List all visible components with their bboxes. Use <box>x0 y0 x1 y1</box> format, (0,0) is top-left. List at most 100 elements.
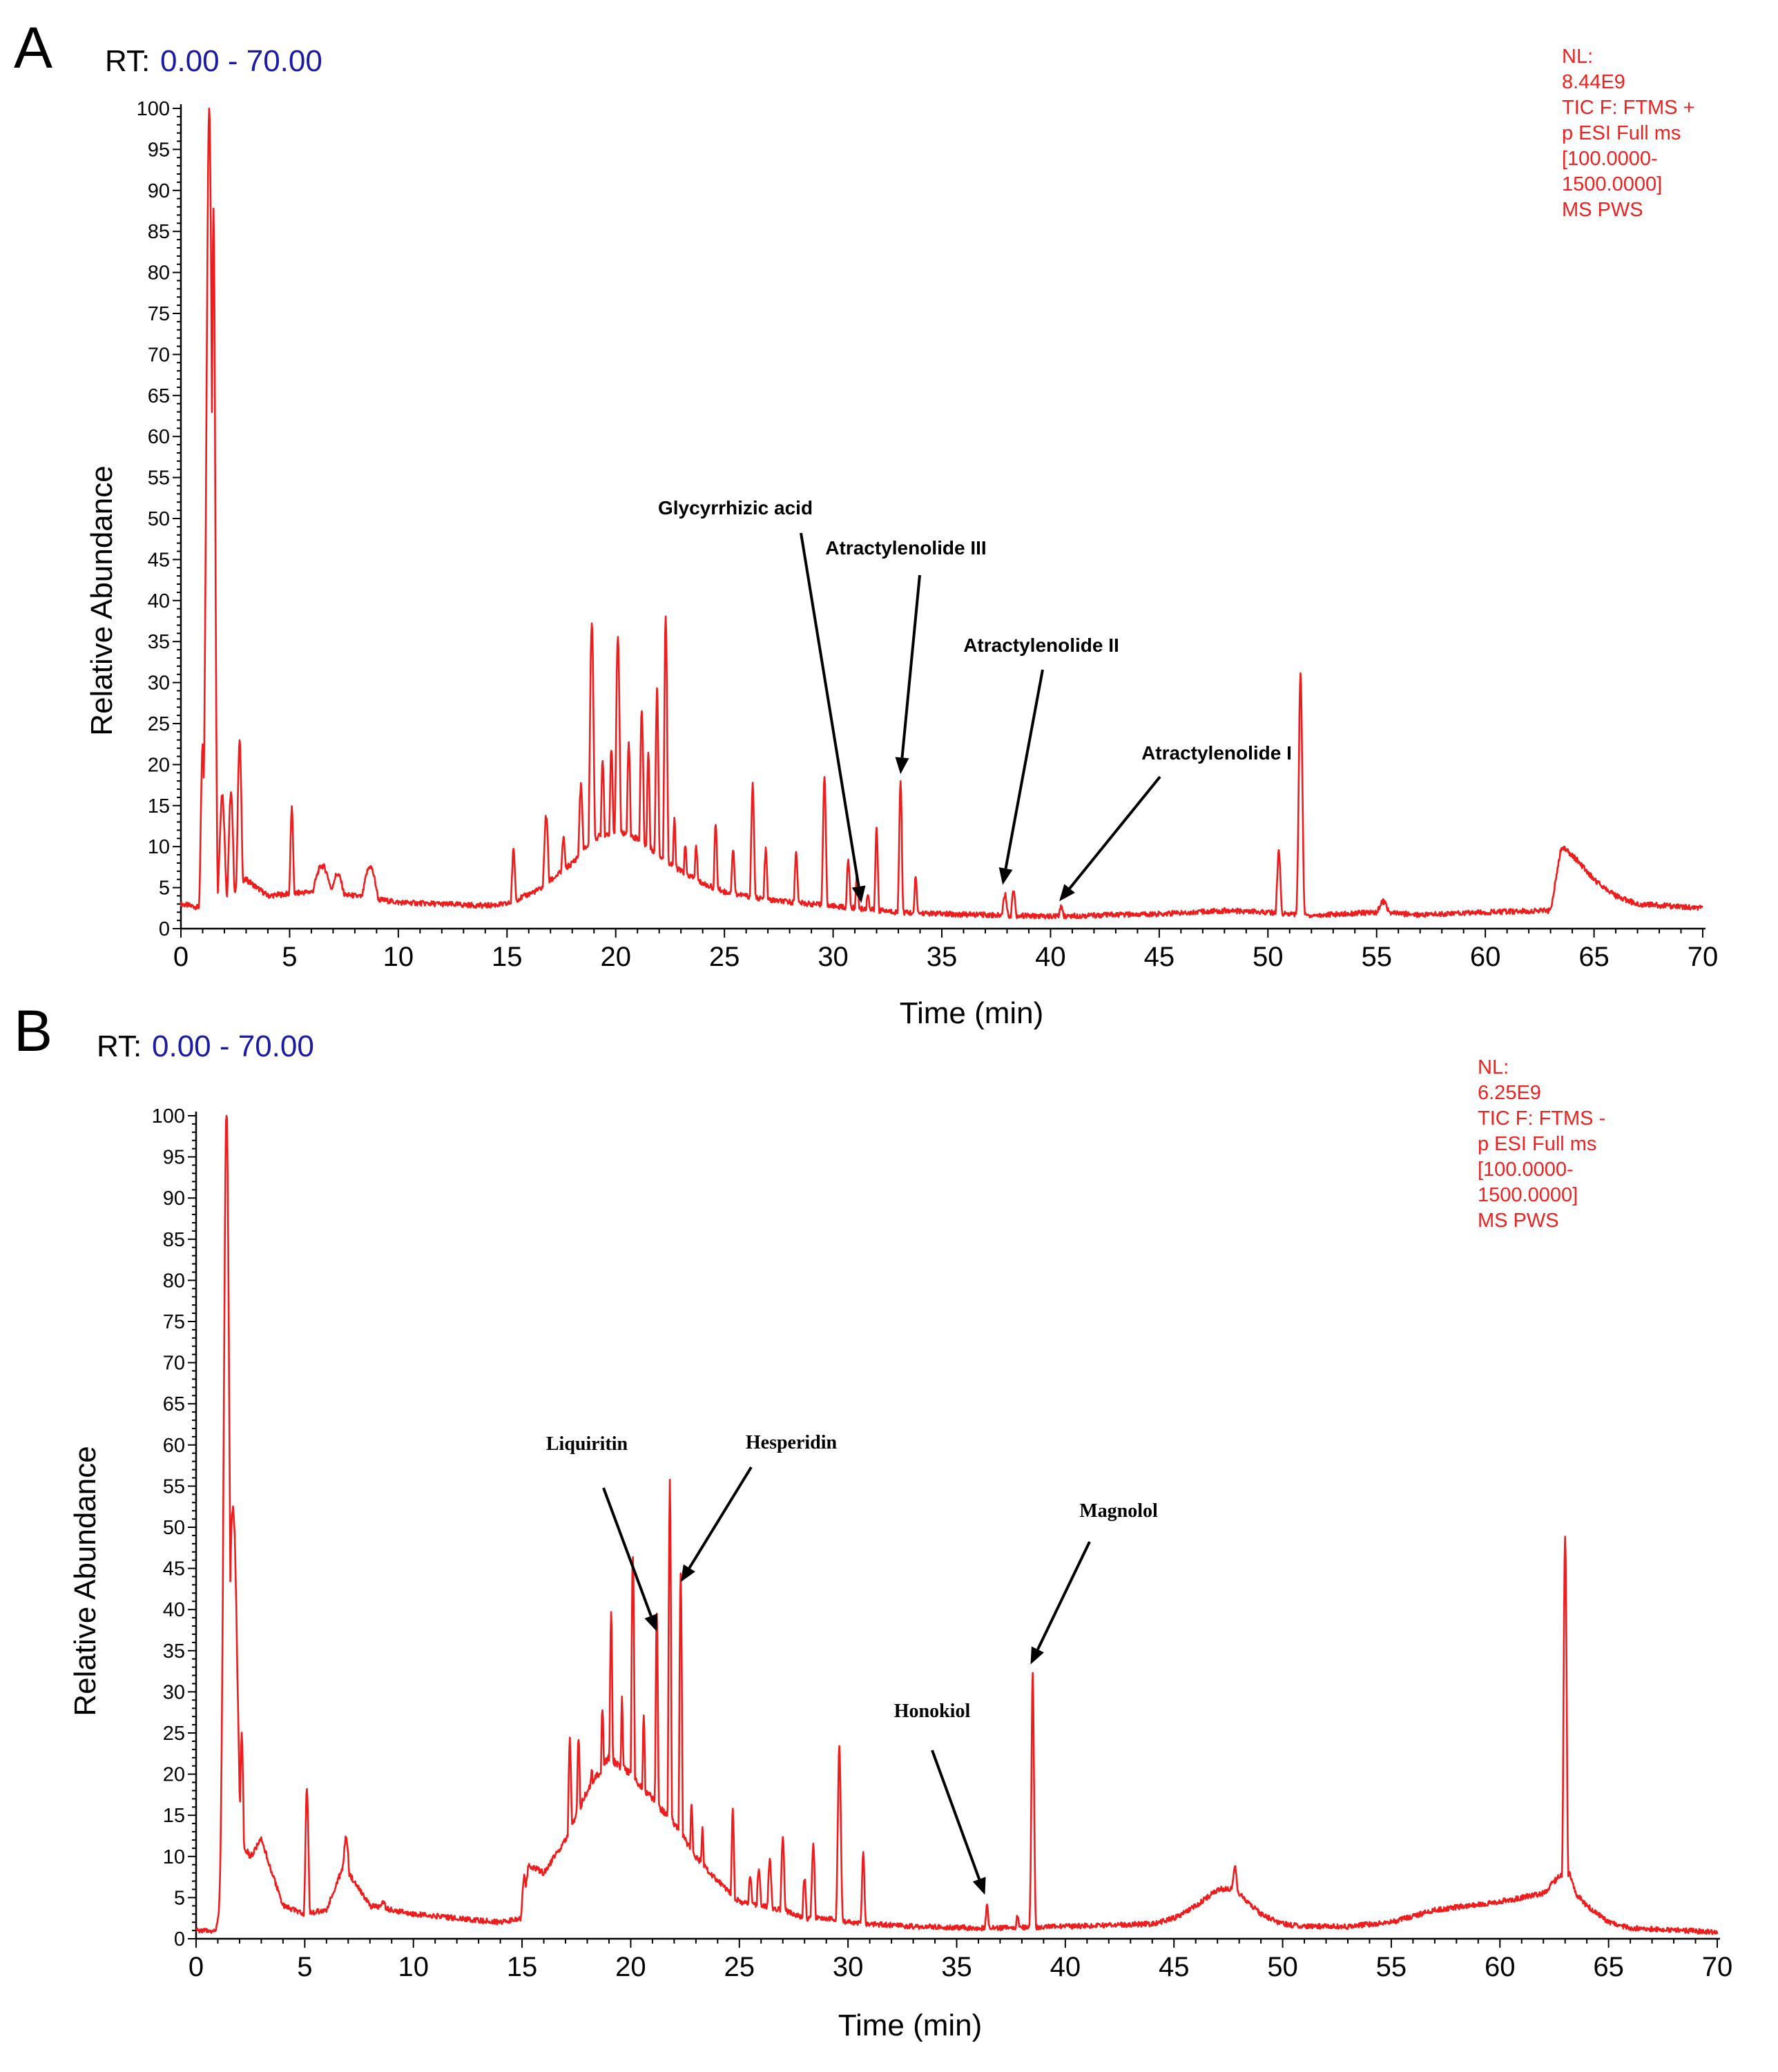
info-line: MS PWS <box>1478 1210 1559 1232</box>
x-tick-label: 55 <box>1376 1952 1407 1982</box>
x-tick-label: 10 <box>383 942 414 972</box>
peak-annotation-label: Liquiritin <box>546 1433 628 1455</box>
info-line: MS PWS <box>1562 199 1643 221</box>
y-tick-label: 80 <box>163 1270 185 1292</box>
annotation-arrowhead <box>644 1613 658 1632</box>
y-tick-label: 5 <box>174 1887 185 1909</box>
y-tick-label: 70 <box>163 1353 185 1375</box>
peak-annotation-label: Magnolol <box>1079 1500 1158 1522</box>
annotation-arrow-shaft <box>688 1466 753 1569</box>
y-tick-label: 30 <box>163 1681 185 1703</box>
info-line: NL: <box>1478 1056 1509 1078</box>
y-tick-label: 0 <box>174 1928 185 1950</box>
y-tick-label: 75 <box>148 303 170 325</box>
x-tick-label: 55 <box>1361 942 1392 972</box>
x-tick-label: 15 <box>507 1952 538 1982</box>
info-line: p ESI Full ms <box>1562 122 1681 144</box>
y-tick-label: 85 <box>148 221 170 243</box>
annotation-arrow-shaft <box>1068 775 1161 889</box>
y-tick-label: 55 <box>163 1475 185 1498</box>
y-tick-label: 90 <box>163 1188 185 1210</box>
y-tick-label: 10 <box>163 1846 185 1868</box>
x-tick-label: 30 <box>833 1952 864 1982</box>
x-tick-label: 5 <box>282 942 297 972</box>
x-tick-label: 20 <box>615 1952 646 1982</box>
annotation-arrowhead <box>895 757 909 775</box>
x-axis-title-b: Time (min) <box>838 2008 983 2042</box>
peak-annotation-label: Atractylenolide I <box>1141 742 1292 764</box>
x-tick-label: 65 <box>1593 1952 1624 1982</box>
y-tick-label: 65 <box>148 385 170 407</box>
y-axis-title-a: Relative Abundance <box>85 465 119 735</box>
y-tick-label: 15 <box>148 795 170 817</box>
panel-letter-b: B <box>14 998 52 1063</box>
info-line: p ESI Full ms <box>1478 1133 1596 1155</box>
tic-trace <box>195 1114 1719 1935</box>
y-tick-label: 65 <box>163 1393 185 1415</box>
info-line: 1500.0000] <box>1562 173 1662 195</box>
annotation-arrow-shaft <box>900 574 921 758</box>
x-tick-label: 40 <box>1035 942 1066 972</box>
y-tick-label: 60 <box>163 1435 185 1457</box>
y-tick-label: 60 <box>148 426 170 448</box>
x-tick-label: 50 <box>1253 942 1284 972</box>
annotation-arrowhead <box>998 867 1013 885</box>
x-tick-label: 20 <box>600 942 631 972</box>
x-tick-label: 35 <box>927 942 958 972</box>
y-tick-label: 35 <box>148 631 170 653</box>
y-tick-label: 100 <box>152 1105 185 1127</box>
x-tick-label: 10 <box>398 1952 429 1982</box>
x-tick-label: 60 <box>1470 942 1501 972</box>
x-tick-label: 45 <box>1159 1952 1190 1982</box>
annotation-arrow-shaft <box>1004 669 1044 869</box>
x-tick-label: 70 <box>1688 942 1719 972</box>
rt-label-b: RT: <box>97 1029 142 1063</box>
annotation-arrowhead <box>1030 1646 1044 1665</box>
x-tick-label: 25 <box>724 1952 755 1982</box>
y-tick-label: 40 <box>148 590 170 612</box>
y-tick-label: 15 <box>163 1805 185 1827</box>
y-tick-label: 20 <box>163 1764 185 1786</box>
annotation-arrowhead <box>851 885 866 903</box>
x-tick-label: 5 <box>297 1952 312 1982</box>
rt-range-a: 0.00 - 70.00 <box>160 44 322 78</box>
y-axis-title-b: Relative Abundance <box>68 1446 102 1716</box>
plot-area-a: 0510152025303540455055606570758085909510… <box>137 98 1719 972</box>
plot-area-b: 0510152025303540455055606570758085909510… <box>152 1105 1733 1982</box>
y-tick-label: 75 <box>163 1311 185 1333</box>
y-tick-label: 85 <box>163 1229 185 1251</box>
peak-annotation-label: Glycyrrhizic acid <box>658 497 813 519</box>
y-tick-label: 25 <box>163 1723 185 1745</box>
y-tick-label: 100 <box>137 98 170 120</box>
annotation-arrow-shaft <box>602 1487 653 1617</box>
x-tick-label: 50 <box>1267 1952 1298 1982</box>
rt-range-b: 0.00 - 70.00 <box>152 1029 314 1063</box>
x-tick-label: 35 <box>941 1952 972 1982</box>
rt-label-a: RT: <box>105 44 150 78</box>
panel-b: B RT: 0.00 - 70.00 NL: 6.25E9 TIC F: FTM… <box>14 998 1732 2042</box>
y-tick-label: 5 <box>159 878 170 900</box>
y-tick-label: 25 <box>148 713 170 735</box>
y-tick-label: 50 <box>148 508 170 530</box>
annotation-arrow-shaft <box>1036 1541 1091 1650</box>
annotation-arrowhead <box>680 1564 695 1582</box>
x-tick-label: 65 <box>1578 942 1610 972</box>
peak-annotation-label: Hesperidin <box>746 1432 838 1453</box>
y-tick-label: 45 <box>148 549 170 571</box>
info-line: 8.44E9 <box>1562 71 1625 93</box>
y-tick-label: 20 <box>148 754 170 776</box>
annotation-arrowhead <box>1059 884 1075 902</box>
y-tick-label: 70 <box>148 344 170 366</box>
info-line: 1500.0000] <box>1478 1184 1578 1206</box>
info-block-a: NL: 8.44E9 TIC F: FTMS + p ESI Full ms [… <box>1562 46 1695 221</box>
x-tick-label: 45 <box>1144 942 1175 972</box>
y-tick-label: 45 <box>163 1558 185 1580</box>
y-tick-label: 10 <box>148 836 170 858</box>
y-tick-label: 40 <box>163 1599 185 1621</box>
y-tick-label: 80 <box>148 262 170 284</box>
y-tick-label: 35 <box>163 1640 185 1663</box>
info-line: 6.25E9 <box>1478 1082 1541 1104</box>
annotation-arrow-shaft <box>800 532 860 887</box>
panel-a: A RT: 0.00 - 70.00 NL: 8.44E9 TIC F: FTM… <box>14 15 1718 1030</box>
